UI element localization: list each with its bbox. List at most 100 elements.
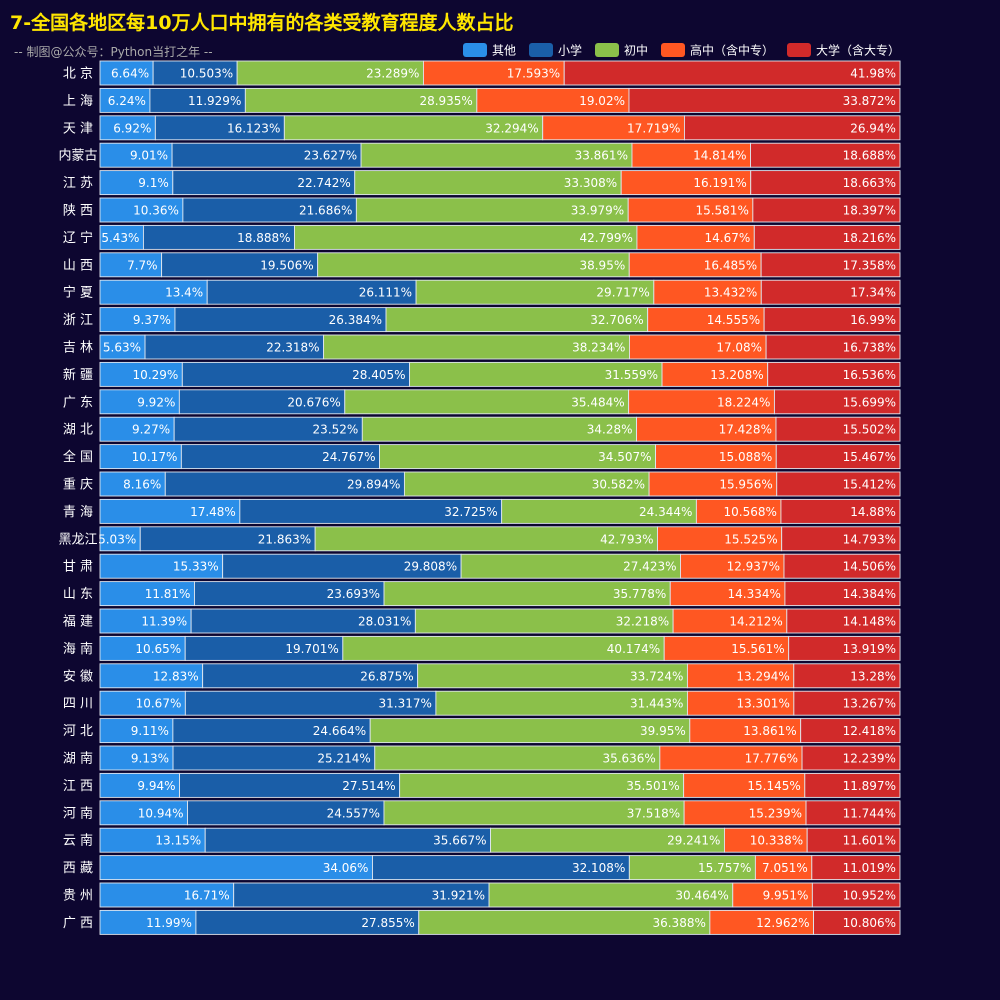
bar-segment[interactable] [423,60,565,86]
bar-segment[interactable] [99,718,174,744]
bar-segment[interactable] [760,252,901,278]
bar-segment[interactable] [99,389,180,415]
bar-segment[interactable] [179,772,401,798]
bar-segment[interactable] [233,882,490,908]
bar-segment[interactable] [187,800,385,826]
bar-segment[interactable] [628,855,756,881]
bar-segment[interactable] [655,444,777,470]
bar-segment[interactable] [374,745,661,771]
bar-segment[interactable] [415,279,655,305]
bar-segment[interactable] [294,224,638,250]
bar-segment[interactable] [204,827,491,853]
bar-segment[interactable] [793,663,901,689]
bar-segment[interactable] [99,800,188,826]
bar-segment[interactable] [99,416,175,442]
bar-segment[interactable] [236,60,424,86]
bar-segment[interactable] [99,197,184,223]
legend-label[interactable]: 初中 [624,43,648,58]
legend-swatch[interactable] [463,43,487,57]
bar-segment[interactable] [418,909,711,935]
legend-swatch[interactable] [529,43,553,57]
bar-segment[interactable] [490,827,725,853]
bar-segment[interactable] [323,334,630,360]
bar-segment[interactable] [629,334,767,360]
bar-segment[interactable] [161,252,319,278]
legend-swatch[interactable] [661,43,685,57]
bar-segment[interactable] [99,361,183,387]
legend-label[interactable]: 大学（含大专） [816,43,900,58]
bar-segment[interactable] [361,416,638,442]
bar-segment[interactable] [811,855,901,881]
bar-segment[interactable] [399,772,685,798]
bar-segment[interactable] [763,307,901,333]
bar-segment[interactable] [99,498,241,524]
bar-segment[interactable] [800,718,901,744]
bar-segment[interactable] [184,635,344,661]
bar-segment[interactable] [686,690,795,716]
bar-segment[interactable] [783,553,901,579]
bar-segment[interactable] [775,416,901,442]
bar-segment[interactable] [750,170,901,196]
bar-segment[interactable] [190,608,416,634]
bar-segment[interactable] [813,909,901,935]
bar-segment[interactable] [760,279,901,305]
legend-swatch[interactable] [787,43,811,57]
bar-segment[interactable] [372,855,630,881]
bar-segment[interactable] [283,115,544,141]
legend-label[interactable]: 小学 [558,43,582,58]
bar-segment[interactable] [563,60,901,86]
bar-segment[interactable] [99,526,141,552]
bar-segment[interactable] [369,718,691,744]
bar-segment[interactable] [683,800,807,826]
bar-segment[interactable] [648,471,778,497]
bar-segment[interactable] [683,772,806,798]
bar-segment[interactable] [811,882,901,908]
bar-segment[interactable] [657,526,783,552]
bar-segment[interactable] [767,361,901,387]
bar-segment[interactable] [99,581,195,607]
legend-label[interactable]: 高中（含中专） [690,43,774,58]
bar-segment[interactable] [178,389,346,415]
bar-segment[interactable] [172,718,371,744]
bar-segment[interactable] [663,635,790,661]
bar-segment[interactable] [636,224,755,250]
chart-legend[interactable]: 其他 小学 初中 高中（含中专） 大学（含大专） [463,43,900,58]
bar-segment[interactable] [99,608,192,634]
legend-label[interactable]: 其他 [492,44,516,58]
bar-segment[interactable] [99,60,154,86]
bar-segment[interactable] [695,498,782,524]
bar-segment[interactable] [750,142,901,168]
bar-segment[interactable] [206,279,417,305]
bar-segment[interactable] [460,553,681,579]
bar-segment[interactable] [342,635,665,661]
bar-segment[interactable] [753,224,901,250]
bar-segment[interactable] [194,581,385,607]
bar-segment[interactable] [99,663,204,689]
bar-segment[interactable] [775,444,901,470]
bar-segment[interactable] [99,909,197,935]
bar-segment[interactable] [636,416,777,442]
legend-swatch[interactable] [595,43,619,57]
bar-segment[interactable] [501,498,697,524]
bar-segment[interactable] [669,581,786,607]
bar-segment[interactable] [661,361,769,387]
bar-segment[interactable] [620,170,752,196]
bar-segment[interactable] [360,142,633,168]
bar-segment[interactable] [202,663,419,689]
bar-segment[interactable] [683,115,901,141]
bar-segment[interactable] [385,307,649,333]
bar-segment[interactable] [628,87,901,113]
bar-segment[interactable] [344,389,630,415]
bar-segment[interactable] [724,827,808,853]
bar-segment[interactable] [99,224,144,250]
bar-segment[interactable] [99,827,206,853]
bar-segment[interactable] [144,334,325,360]
bar-segment[interactable] [383,800,685,826]
bar-segment[interactable] [784,581,901,607]
bar-segment[interactable] [680,553,785,579]
bar-segment[interactable] [99,855,373,881]
bar-segment[interactable] [99,87,151,113]
bar-segment[interactable] [765,334,901,360]
bar-segment[interactable] [659,745,803,771]
bar-segment[interactable] [99,772,180,798]
